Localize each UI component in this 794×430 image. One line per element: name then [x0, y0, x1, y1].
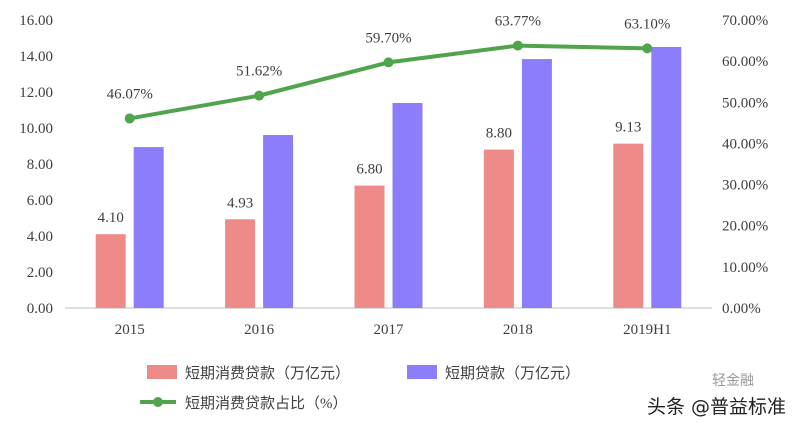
y2-tick-label: 30.00%	[722, 178, 768, 194]
bar-short-consumer-loan	[354, 185, 385, 308]
watermark: 头条 @普益标准	[646, 396, 786, 418]
legend-swatch-short-loan	[407, 365, 437, 379]
x-tick-label: 2016	[244, 322, 275, 338]
y2-tick-label: 60.00%	[722, 54, 768, 70]
line-point	[383, 57, 394, 68]
x-tick-label: 2015	[115, 322, 145, 338]
bar-short-consumer-loan	[95, 234, 126, 308]
y-tick-label: 12.00	[19, 85, 53, 101]
line-data-label: 63.10%	[624, 16, 670, 32]
bar-data-label: 4.93	[227, 195, 253, 211]
y-tick-label: 2.00	[27, 265, 53, 281]
line-consumer-loan-share	[129, 43, 648, 121]
bar-short-consumer-loan	[225, 219, 256, 308]
x-tick-label: 2017	[374, 322, 405, 338]
y-tick-label: 4.00	[27, 229, 53, 245]
legend-label: 短期贷款（万亿元）	[445, 365, 580, 382]
line-data-label: 59.70%	[365, 30, 411, 46]
line-point	[642, 43, 653, 54]
bar-data-label: 8.80	[486, 126, 512, 142]
watermark-sub: 轻金融	[712, 373, 754, 389]
bar-short-loan	[133, 147, 164, 308]
y2-tick-label: 0.00%	[722, 301, 761, 317]
y-tick-label: 14.00	[19, 49, 53, 65]
line-point	[254, 90, 265, 101]
bar-short-loan	[651, 47, 682, 308]
line-point	[124, 113, 135, 124]
bar-data-label: 6.80	[356, 162, 382, 178]
legend-swatch-short-consumer-loan	[147, 365, 177, 379]
line-data-label: 63.77%	[495, 14, 541, 30]
line-data-label: 46.07%	[107, 86, 153, 102]
bar-data-label: 4.10	[98, 210, 124, 226]
y-tick-label: 8.00	[27, 157, 53, 173]
bar-short-consumer-loan	[613, 143, 644, 308]
line-point	[512, 40, 523, 51]
bar-short-loan	[263, 135, 294, 308]
y-tick-label: 0.00	[27, 301, 53, 317]
y-tick-label: 10.00	[19, 121, 53, 137]
legend-label: 短期消费贷款占比（%）	[185, 395, 348, 412]
x-tick-label: 2019H1	[623, 322, 671, 338]
legend-label: 短期消费贷款（万亿元）	[185, 365, 350, 382]
y2-tick-label: 70.00%	[722, 13, 768, 29]
y2-tick-label: 40.00%	[722, 136, 768, 152]
bar-short-loan	[392, 102, 423, 308]
bar-short-loan	[521, 59, 552, 309]
bar-short-consumer-loan	[483, 149, 514, 308]
line-data-label: 51.62%	[236, 64, 282, 80]
x-tick-label: 2018	[503, 322, 533, 338]
y2-tick-label: 50.00%	[722, 95, 768, 111]
y2-tick-label: 10.00%	[722, 260, 768, 276]
y-tick-label: 6.00	[27, 193, 53, 209]
bar-data-label: 9.13	[615, 120, 641, 136]
y2-tick-label: 20.00%	[722, 219, 768, 235]
y-tick-label: 16.00	[19, 13, 53, 29]
legend-swatch-marker	[153, 397, 163, 407]
